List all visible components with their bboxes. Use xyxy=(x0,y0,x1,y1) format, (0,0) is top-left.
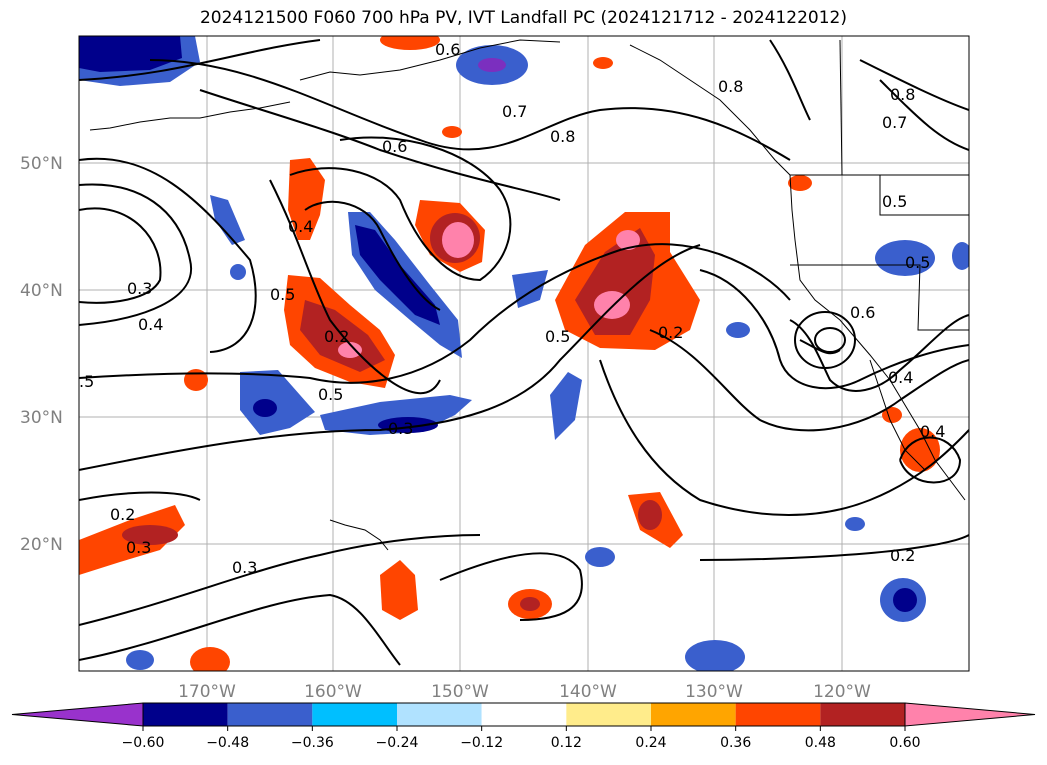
map-title: 2024121500 F060 700 hPa PV, IVT Landfall… xyxy=(199,8,847,28)
colorbar-extend-min xyxy=(11,702,144,727)
colorbar-segment xyxy=(651,703,736,726)
contour-label: 0.4 xyxy=(920,422,945,441)
colorbar-segment xyxy=(735,703,821,726)
contour-label: 0.7 xyxy=(502,102,527,121)
colorbar-tick-label: −0.12 xyxy=(460,735,503,751)
contour-label: 0.3 xyxy=(126,538,151,557)
colorbar-extend-max xyxy=(904,702,1036,727)
lat-label-20n: 20°N xyxy=(20,535,63,555)
contour-label: 0.6 xyxy=(382,137,407,156)
colorbar-segment xyxy=(397,703,482,726)
contour-label: 0.5 xyxy=(545,327,570,346)
lat-label-30n: 30°N xyxy=(20,408,63,428)
gridlines xyxy=(79,36,969,671)
contour-label: 0.4 xyxy=(888,368,913,387)
colorbar-segments xyxy=(11,702,1036,727)
colorbar-tick-label: −0.24 xyxy=(376,735,419,751)
contour-label: 0.2 xyxy=(890,546,915,565)
colorbar-outline xyxy=(142,702,906,727)
contour-label: 0.6 xyxy=(435,40,460,59)
lon-label-130w: 130°W xyxy=(685,682,743,702)
colorbar-tick-label: 0.60 xyxy=(889,735,920,751)
colorbar-tick-label: 0.12 xyxy=(551,735,582,751)
contour-label: 0.3 xyxy=(388,419,413,438)
contour-label: 0.5 xyxy=(905,253,930,272)
contour-label: .5 xyxy=(79,372,94,391)
contour-label: 0.2 xyxy=(658,323,683,342)
colorbar-ticks: −0.60 −0.48 −0.36 −0.24 −0.12 0.12 0.24 0.36 0.4… xyxy=(122,726,921,751)
colorbar-tick-label: 0.48 xyxy=(805,735,836,751)
contour-label: 0.6 xyxy=(850,303,875,322)
contour-label: 0.8 xyxy=(890,85,915,104)
contour-label: 0.7 xyxy=(882,113,907,132)
contour-labels: 0.6 0.7 0.8 0.6 0.8 0.7 0.8 0.5 0.4 0.3 … xyxy=(79,40,945,577)
coastlines xyxy=(89,39,969,551)
lat-label-50n: 50°N xyxy=(20,154,63,174)
map-frame xyxy=(78,35,970,672)
colorbar-segment xyxy=(820,703,905,726)
pv-shading xyxy=(79,36,969,671)
lon-label-120w: 120°W xyxy=(813,682,871,702)
lon-label-170w: 170°W xyxy=(178,682,236,702)
contour-label: 0.5 xyxy=(270,285,295,304)
colorbar: −0.60 −0.48 −0.36 −0.24 −0.12 0.12 0.24 0.36 0.4… xyxy=(11,702,1036,751)
colorbar-segment xyxy=(481,703,567,726)
contour-label: 0.3 xyxy=(232,558,257,577)
contour-label: 0.5 xyxy=(318,385,343,404)
contour-label: 0.4 xyxy=(138,315,163,334)
contour-label: 0.2 xyxy=(324,327,349,346)
contour-label: 0.2 xyxy=(110,505,135,524)
colorbar-segment xyxy=(312,703,397,726)
colorbar-tick-label: 0.36 xyxy=(720,735,751,751)
lon-label-160w: 160°W xyxy=(304,682,362,702)
lon-label-150w: 150°W xyxy=(431,682,489,702)
latitude-labels: 50°N 40°N 30°N 20°N xyxy=(20,154,63,555)
pv-contours xyxy=(79,39,969,666)
colorbar-tick-label: 0.24 xyxy=(635,735,666,751)
contour-label: 0.5 xyxy=(882,192,907,211)
lat-label-40n: 40°N xyxy=(20,281,63,301)
lon-label-140w: 140°W xyxy=(559,682,617,702)
contour-label: 0.8 xyxy=(550,127,575,146)
longitude-labels: 170°W 160°W 150°W 140°W 130°W 120°W xyxy=(178,682,871,702)
colorbar-segment xyxy=(143,703,228,726)
colorbar-tick-label: −0.48 xyxy=(206,735,249,751)
colorbar-segment xyxy=(566,703,651,726)
contour-label: 0.3 xyxy=(127,279,152,298)
contour-label: 0.4 xyxy=(288,217,313,236)
colorbar-segment xyxy=(227,703,313,726)
contour-label: 0.8 xyxy=(718,77,743,96)
colorbar-tick-label: −0.60 xyxy=(122,735,165,751)
map-area: 0.6 0.7 0.8 0.6 0.8 0.7 0.8 0.5 0.4 0.3 … xyxy=(79,36,969,671)
colorbar-tick-label: −0.36 xyxy=(291,735,334,751)
